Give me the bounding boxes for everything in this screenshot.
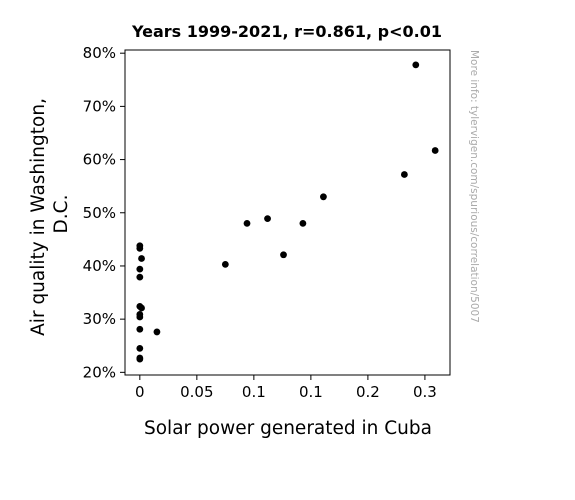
y-axis-label-line-2: D.C. xyxy=(51,195,72,234)
y-tick-label: 30% xyxy=(83,310,116,328)
x-tick-label: 0.05 xyxy=(180,383,213,401)
scatter-point xyxy=(280,251,287,259)
chart-title: Years 1999-2021, r=0.861, p<0.01 xyxy=(131,22,442,41)
x-tick-label: 0.1 xyxy=(299,383,323,401)
scatter-point xyxy=(412,61,420,69)
y-axis-label-line-1: Air quality in Washington, xyxy=(28,98,49,336)
x-axis-label: Solar power generated in Cuba xyxy=(144,418,432,439)
x-axis-ticks: 0 0.05 0.1 0.1 0.2 0.3 xyxy=(135,375,437,401)
scatter-point xyxy=(153,328,161,336)
data-points xyxy=(136,61,439,363)
scatter-point xyxy=(243,220,251,227)
x-tick-label: 0.3 xyxy=(413,383,437,401)
scatter-point xyxy=(136,265,144,273)
y-tick-label: 40% xyxy=(83,257,116,275)
y-tick-label: 60% xyxy=(83,151,116,169)
scatter-point xyxy=(136,325,144,333)
scatter-point xyxy=(264,215,271,223)
x-tick-label: 0.1 xyxy=(242,383,266,401)
scatter-point xyxy=(136,354,144,362)
scatter-point xyxy=(138,255,145,262)
y-axis-ticks: 20% 30% 40% 50% 60% 70% 80% xyxy=(83,44,125,381)
y-axis-label: Air quality in Washington, D.C. xyxy=(28,92,72,336)
scatter-point xyxy=(136,273,144,281)
x-tick-label: 0.2 xyxy=(356,383,380,401)
scatter-point xyxy=(136,313,144,321)
scatter-point xyxy=(400,171,408,178)
scatter-point xyxy=(136,345,144,352)
x-tick-label: 0 xyxy=(135,383,145,401)
scatter-point xyxy=(138,304,145,312)
scatter-point xyxy=(221,260,229,268)
watermark-text: More info: tylervigen.com/spurious/corre… xyxy=(468,50,480,323)
y-tick-label: 20% xyxy=(83,363,116,381)
scatter-point xyxy=(320,193,327,201)
y-tick-label: 80% xyxy=(83,44,116,62)
scatter-point xyxy=(431,147,439,154)
scatter-point xyxy=(136,245,144,252)
y-tick-label: 50% xyxy=(83,204,116,222)
scatter-point xyxy=(299,220,307,227)
y-tick-label: 70% xyxy=(83,97,116,115)
